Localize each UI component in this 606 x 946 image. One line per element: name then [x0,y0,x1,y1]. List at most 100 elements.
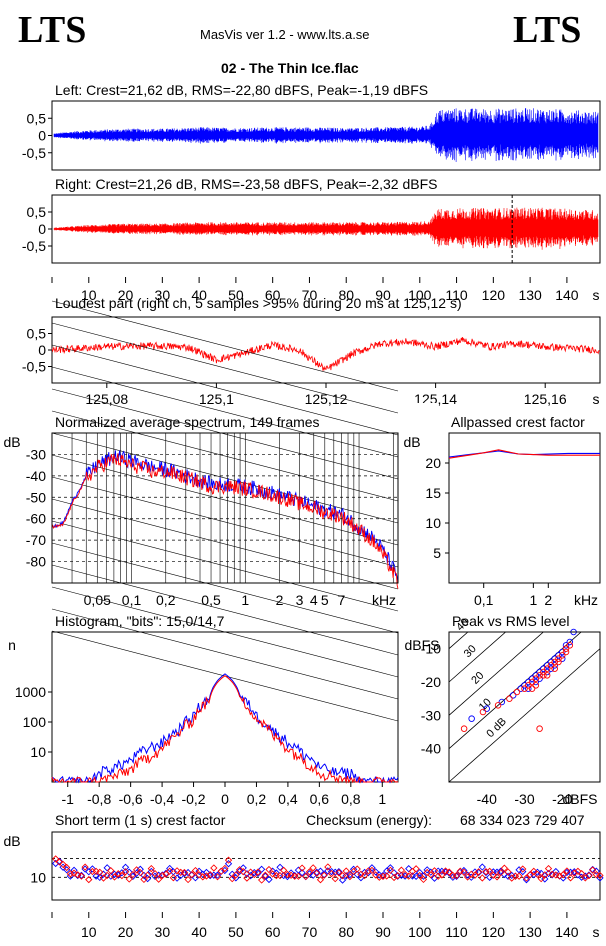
spectrum-slope-line [51,344,399,436]
spectrum-xunit-label: kHz [372,592,396,608]
spectrum-slope-line [51,322,399,414]
spectrum-slope-line [51,300,399,392]
spectrum-ytick-label: -50 [26,489,46,505]
peakrms-diagonal-label: 0 dB [484,716,508,740]
peakrms-frame-top [448,631,601,783]
shortterm-point-1 [316,876,325,884]
shortterm-ytick-label: 10 [30,869,46,885]
shortterm-point-1 [566,874,575,882]
shortterm-point-1 [81,863,89,871]
shortterm-point-1 [419,875,428,884]
loudest-ytick-label: 0,5 [27,326,47,342]
histogram-xtick-label: -0,8 [87,791,111,807]
crest-ytick-label: 5 [433,545,441,561]
loudest-xtick-label: 125,16 [524,391,567,407]
shortterm-point-0 [313,868,321,876]
peakrms-point-1 [532,682,540,689]
shortterm-point-1 [338,871,347,880]
spectrum-caption: Normalized average spectrum, 149 frames [55,414,320,430]
shortterm-point-1 [467,870,475,878]
shortterm-point-1 [357,870,365,878]
spectrum-xtick-label: 0,1 [122,592,142,608]
peakrms-point-1 [559,652,566,659]
shortterm-point-1 [360,871,369,880]
peakrms-point-0 [566,638,574,646]
peakrms-point-0 [543,662,551,669]
peakrms-point-1 [528,678,536,686]
shortterm-point-1 [416,871,424,880]
peakrms-point-1 [566,642,574,649]
shortterm-point-0 [121,863,130,871]
peakrms-point-0 [559,648,566,656]
shortterm-point-0 [88,865,97,873]
shortterm-point-1 [394,872,402,880]
shortterm-point-1 [430,867,439,875]
spectrum-chart: dB-30-40-50-60-70-800,05 0,1 0,2 0,5 1 2 3 4 5 7 k… [3,300,438,722]
right-waveform-xtick-label: 50 [228,287,244,303]
short-term-crest-chart: dB 10 10 20 30 40 50 60 70 80 90 100 110 120 130 140 s [3,831,604,940]
shortterm-point-1 [434,872,442,880]
shortterm-point-1 [309,864,317,872]
shortterm-xtick-label: 60 [265,924,281,940]
crest-xtick-label: 1 [529,592,537,608]
right-waveform-xtick-label: 80 [338,287,354,303]
shortterm-point-1 [107,867,115,875]
shortterm-point-0 [416,868,424,877]
shortterm-point-1 [294,872,303,880]
spectrum-ytick-label: -70 [26,532,46,548]
peakrms-point-0 [551,662,558,669]
peakrms-point-0 [528,675,536,682]
loudest-ytick-label: 0 [38,342,46,358]
shortterm-point-1 [320,871,328,879]
histogram-series-line-0 [51,673,399,784]
shortterm-point-1 [526,871,534,879]
spectrum-series-line-1 [51,453,399,589]
shortterm-point-1 [224,856,233,864]
histogram-series-line-1 [51,675,399,784]
shortterm-point-1 [486,867,494,875]
shortterm-point-1 [121,868,130,876]
spectrum-xtick-label: 5 [321,592,329,608]
shortterm-point-1 [563,867,571,875]
spectrum-xtick-label: 0,2 [156,592,176,608]
shortterm-point-1 [497,869,505,877]
histogram-xtick-label: -0,2 [181,791,205,807]
spectrum-xtick-label: 1 [241,592,249,608]
shortterm-point-1 [438,871,446,879]
shortterm-point-0 [368,864,376,872]
shortterm-caption: Short term (1 s) crest factor [55,812,226,828]
shortterm-point-1 [195,871,203,879]
shortterm-point-1 [324,863,332,871]
shortterm-point-1 [287,871,295,879]
spectrum-xtick-label: 7 [338,592,346,608]
shortterm-point-0 [166,864,174,873]
shortterm-point-1 [489,871,497,879]
loudest-frame [51,316,601,384]
shortterm-point-1 [191,866,200,875]
peakrms-xtick-label: -40 [477,791,497,807]
shortterm-point-1 [423,868,431,877]
shortterm-point-0 [287,869,295,877]
shortterm-point-1 [519,865,527,873]
peakrms-ytick-label: -10 [421,641,441,657]
shortterm-xunit-label: s [593,924,600,940]
shortterm-point-1 [239,868,247,876]
peakrms-point-1 [528,685,536,692]
shortterm-point-1 [522,874,531,882]
file-title: 02 - The Thin Ice.flac [221,60,359,76]
spectrum-frame-top [51,432,399,584]
shortterm-point-1 [66,870,75,878]
shortterm-frame [51,831,601,901]
shortterm-point-1 [261,871,269,879]
shortterm-point-1 [254,868,262,876]
shortterm-point-1 [353,865,361,873]
shortterm-xtick-label: 110 [445,924,468,940]
shortterm-point-1 [375,873,383,881]
spectrum-xtick-label: 3 [296,592,304,608]
shortterm-point-1 [213,873,222,881]
shortterm-point-1 [504,868,512,876]
right-caption: Right: Crest=21,26 dB, RMS=-23,58 dBFS, … [55,176,438,192]
shortterm-point-1 [342,867,350,875]
shortterm-point-0 [316,867,325,875]
histogram-ylabel: n [8,637,16,653]
